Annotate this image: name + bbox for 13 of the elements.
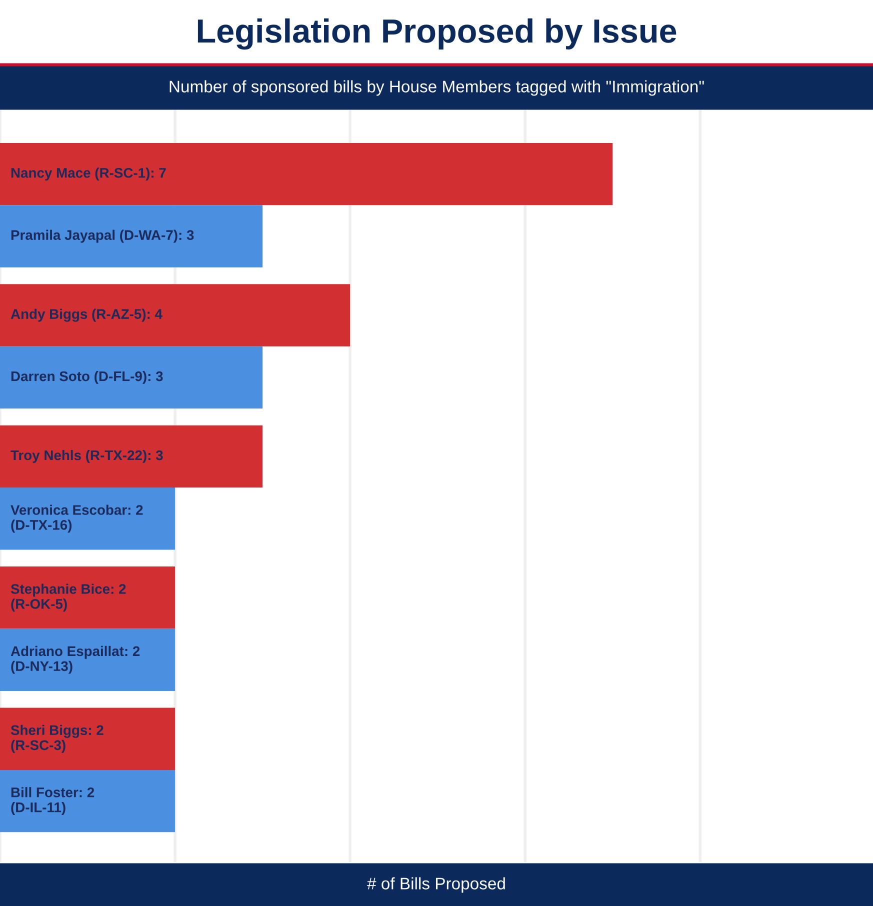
data-label: Veronica Escobar: 2 (D-TX-16) bbox=[10, 504, 143, 533]
data-label: Bill Foster: 2 (D-IL-11) bbox=[11, 787, 94, 815]
chart-subtitle: Number of sponsored bills by House Members tagged with "Immigration" bbox=[170, 80, 704, 96]
data-label: Andy Biggs (R-AZ-5): 4 bbox=[10, 308, 162, 322]
chart-title: Legislation Proposed by Issue bbox=[198, 18, 676, 50]
data-label: Adriano Espaillat: 2 (D-NY-13) bbox=[10, 646, 140, 674]
data-label: Pramila Jayapal (D-WA-7): 3 bbox=[11, 230, 194, 243]
data-label: Darren Soto (D-FL-9): 3 bbox=[11, 370, 163, 384]
data-label: Sheri Biggs: 2 (R-SC-3) bbox=[10, 724, 104, 753]
data-label: Troy Nehls (R-TX-22): 3 bbox=[10, 450, 163, 463]
data-label: Stephanie Bice: 2 (R-OK-5) bbox=[10, 584, 126, 612]
data-label: Nancy Mace (R-SC-1): 7 bbox=[11, 168, 166, 181]
x-axis-title: # of Bills Proposed bbox=[367, 877, 505, 893]
